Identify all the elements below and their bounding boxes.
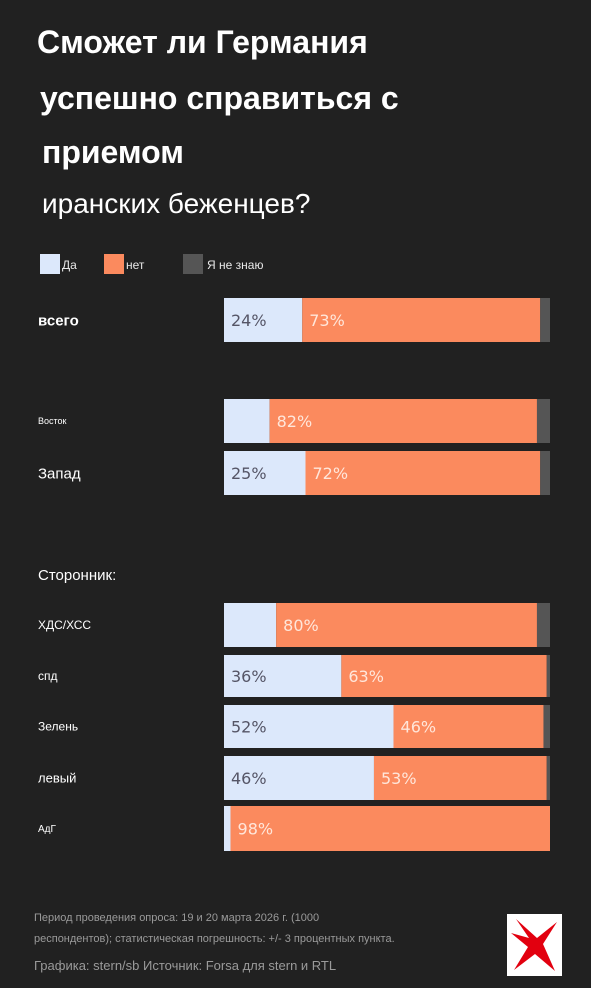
legend-label-no: нет: [126, 258, 145, 272]
bar-segment-yes: [224, 655, 342, 697]
category-label: Восток: [38, 416, 67, 426]
data-label: 46%: [231, 769, 267, 788]
category-label: АдГ: [38, 824, 57, 835]
bar-segment-no: [341, 655, 547, 697]
bar-segment-yes: [224, 705, 394, 748]
bar-segment-yes: [224, 399, 270, 443]
bar-segment-dont-know: [540, 298, 550, 342]
stacked-bar-chart: всего 24% 73% Восток 82% Запад 25% 72% ХДС/ХСС 80…: [38, 298, 550, 851]
data-label: 73%: [309, 311, 345, 330]
title-line-2: успешно справиться с: [40, 80, 399, 116]
bar-segment-yes: [224, 298, 303, 342]
legend: Да нет Я не знаю: [40, 252, 340, 278]
section-label: Сторонник:: [38, 567, 116, 584]
legend-label-yes: Да: [62, 258, 77, 272]
bar-segment-yes: [224, 603, 277, 647]
category-label: спд: [38, 669, 58, 683]
data-label: 53%: [381, 769, 417, 788]
bar-segment-yes: [224, 806, 231, 851]
bar-segment-dont-know: [540, 451, 550, 495]
legend-swatch-no: [104, 254, 124, 274]
bar-segment-yes: [224, 451, 306, 495]
data-label: 72%: [313, 464, 349, 483]
data-label: 82%: [277, 412, 313, 431]
bar-segment-no: [302, 298, 541, 342]
legend-swatch-yes: [40, 254, 60, 274]
category-label: Запад: [38, 465, 81, 482]
chart-title: Сможет ли Германия успешно справиться с …: [0, 0, 591, 240]
footer: Период проведения опроса: 19 и 20 марта …: [34, 908, 484, 973]
data-label: 25%: [231, 464, 267, 483]
bar-segment-no: [230, 806, 550, 851]
title-line-1: Сможет ли Германия: [37, 24, 368, 60]
legend-label-dont-know: Я не знаю: [207, 258, 264, 272]
data-label: 36%: [231, 667, 267, 686]
bar-segment-dont-know: [546, 756, 550, 800]
bar-segment-no: [393, 705, 544, 748]
data-label: 80%: [283, 616, 319, 635]
data-label: 46%: [401, 718, 437, 737]
bar-segment-dont-know: [536, 399, 550, 443]
bar-segment-no: [373, 756, 547, 800]
bar-segment-no: [276, 603, 537, 647]
data-label: 98%: [238, 820, 274, 839]
bar-segment-no: [269, 399, 537, 443]
bar-segment-no: [305, 451, 541, 495]
category-label: ХДС/ХСС: [38, 618, 91, 632]
category-label: всего: [38, 312, 79, 329]
legend-swatch-dont-know: [183, 254, 203, 274]
title-line-4: иранских беженцев?: [42, 188, 311, 219]
data-label: 24%: [231, 311, 267, 330]
footer-credit: Графика: stern/sb Источник: Forsa для st…: [34, 958, 337, 973]
category-label: левый: [38, 771, 76, 786]
stern-star-logo-icon: [507, 914, 562, 976]
data-label: 63%: [348, 667, 384, 686]
title-line-3: приемом: [42, 134, 184, 170]
footer-note-line-2: респондентов); статистическая погрешност…: [34, 933, 395, 945]
bar-segment-yes: [224, 756, 374, 800]
bar-segment-dont-know: [546, 655, 550, 697]
category-label: Зелень: [38, 720, 78, 734]
bar-segment-dont-know: [543, 705, 550, 748]
bar-segment-dont-know: [536, 603, 550, 647]
data-label: 52%: [231, 718, 267, 737]
footer-note-line-1: Период проведения опроса: 19 и 20 марта …: [34, 912, 320, 924]
